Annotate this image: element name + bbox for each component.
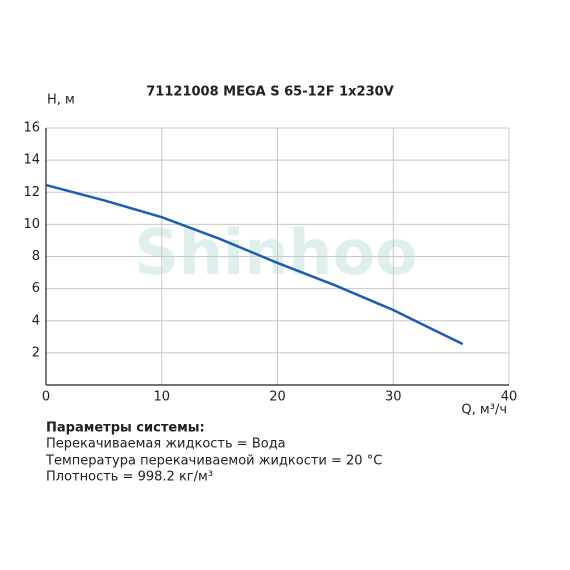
y-tick-label: 4	[32, 313, 40, 328]
y-tick-label: 10	[23, 217, 40, 232]
y-tick-label: 2	[32, 345, 40, 360]
x-tick-label: 40	[501, 390, 518, 405]
x-axis-label: Q, м³/ч	[461, 403, 507, 418]
y-axis-label: H, м	[47, 93, 75, 108]
info-line: Плотность = 998.2 кг/м³	[46, 470, 213, 485]
info-heading: Параметры системы:	[46, 421, 205, 436]
y-tick-label: 12	[23, 185, 40, 200]
info-line: Температура перекачиваемой жидкости = 20…	[45, 454, 382, 469]
y-tick-label: 16	[23, 121, 40, 136]
y-tick-label: 8	[32, 249, 40, 264]
chart-title: 71121008 MEGA S 65-12F 1x230V	[146, 85, 393, 100]
x-tick-label: 30	[385, 390, 402, 405]
info-line: Перекачиваемая жидкость = Вода	[46, 437, 286, 452]
y-tick-label: 14	[23, 153, 40, 168]
x-tick-label: 0	[42, 390, 50, 405]
watermark: Shinhoo	[134, 216, 418, 289]
x-tick-label: 20	[269, 390, 286, 405]
x-tick-label: 10	[153, 390, 170, 405]
y-tick-label: 6	[32, 281, 40, 296]
curve	[45, 183, 464, 346]
